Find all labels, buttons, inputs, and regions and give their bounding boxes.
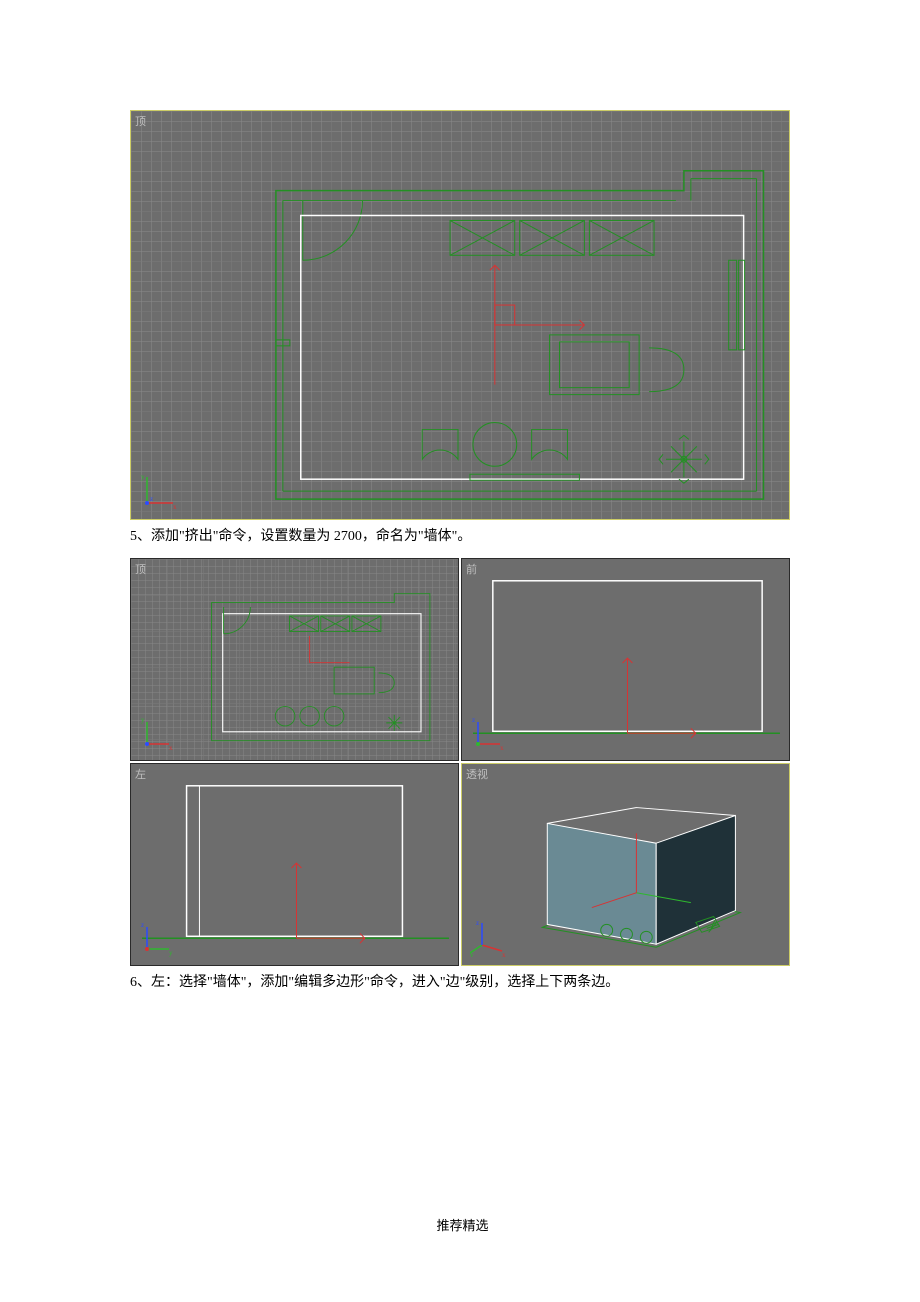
svg-text:x: x bbox=[502, 951, 506, 957]
svg-text:x: x bbox=[169, 744, 173, 752]
viewport-front-small[interactable]: 前 x z bbox=[461, 558, 790, 761]
axis-gizmo: x y z bbox=[139, 471, 179, 511]
instruction-step-5: 5、添加"挤出"命令，设置数量为 2700，命名为"墙体"。 bbox=[130, 526, 795, 548]
quad-viewport-container: 顶 bbox=[130, 558, 790, 966]
svg-text:y: y bbox=[169, 949, 173, 957]
axis-gizmo: y z bbox=[139, 917, 179, 957]
elevation-left bbox=[131, 764, 458, 965]
axis-gizmo: x y z bbox=[470, 917, 510, 957]
axis-gizmo: x y bbox=[139, 712, 179, 752]
floorplan-small bbox=[131, 559, 458, 760]
axis-gizmo: x z bbox=[470, 712, 510, 752]
viewport-label-top: 顶 bbox=[135, 113, 146, 129]
viewport-perspective-small[interactable]: 透视 bbox=[461, 763, 790, 966]
viewport-label: 左 bbox=[135, 766, 146, 782]
svg-text:z: z bbox=[150, 495, 153, 503]
viewport-top-large[interactable]: 顶 bbox=[130, 110, 790, 520]
svg-text:y: y bbox=[470, 951, 474, 957]
svg-text:z: z bbox=[141, 921, 144, 929]
viewport-label: 前 bbox=[466, 561, 477, 577]
svg-text:z: z bbox=[472, 716, 475, 724]
floorplan-overlay bbox=[131, 111, 789, 519]
viewport-left-small[interactable]: 左 y z bbox=[130, 763, 459, 966]
viewport-top-small[interactable]: 顶 bbox=[130, 558, 459, 761]
instruction-step-6: 6、左：选择"墙体"，添加"编辑多边形"命令，进入"边"级别，选择上下两条边。 bbox=[130, 972, 795, 994]
elevation-front bbox=[462, 559, 789, 760]
page-footer: 推荐精选 bbox=[130, 1215, 795, 1234]
svg-text:z: z bbox=[476, 919, 479, 927]
viewport-label: 顶 bbox=[135, 561, 146, 577]
perspective-view bbox=[462, 764, 789, 965]
svg-text:x: x bbox=[500, 744, 504, 752]
svg-text:x: x bbox=[173, 503, 177, 511]
svg-text:y: y bbox=[141, 473, 145, 481]
svg-text:y: y bbox=[141, 716, 145, 724]
viewport-label: 透视 bbox=[466, 766, 488, 782]
